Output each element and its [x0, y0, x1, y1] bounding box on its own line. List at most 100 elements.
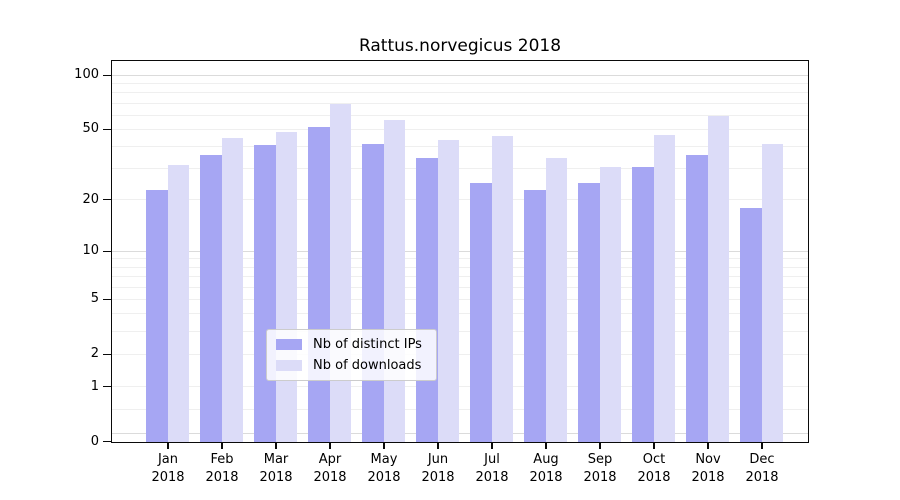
x-tick-mark-oct: [653, 443, 655, 449]
x-tick-year: 2018: [529, 470, 563, 485]
gridline-7: [112, 275, 808, 277]
y-tick-mark-1: [103, 385, 111, 388]
bar-nb-of-downloads-aug: [545, 157, 567, 442]
bar-nb-of-downloads-sep: [599, 166, 621, 442]
gridline-80: [112, 92, 808, 94]
legend-swatch-downloads: [276, 360, 302, 371]
x-tick-mark-sep: [599, 443, 601, 449]
x-tick-year: 2018: [745, 470, 779, 485]
gridline-1: [112, 386, 808, 387]
gridline-8: [112, 266, 808, 268]
x-tick-year: 2018: [259, 470, 293, 485]
x-tick-year: 2018: [367, 470, 401, 485]
x-tick-month: Dec: [749, 452, 775, 467]
x-tick-mark-apr: [329, 443, 331, 449]
y-tick-label-2: 2: [90, 346, 99, 362]
bar-nb-of-downloads-oct: [653, 134, 675, 442]
legend-label-distinct-ips: Nb of distinct IPs: [313, 337, 422, 352]
legend-item-downloads: Nb of downloads: [276, 358, 422, 373]
y-tick-mark-20: [103, 199, 111, 201]
x-tick-month: Apr: [318, 452, 342, 467]
y-tick-label-1: 1: [90, 378, 99, 394]
bar-nb-of-downloads-nov: [707, 115, 729, 442]
x-tick-label-sep: Sep 2018: [568, 451, 632, 487]
y-tick-label-0: 0: [90, 433, 99, 449]
gridline-6: [112, 286, 808, 288]
bar-nb-of-distinct-ips-nov: [686, 155, 708, 442]
x-tick-mark-may: [383, 443, 385, 449]
bar-nb-of-downloads-jun: [437, 139, 459, 442]
x-tick-month: Jul: [484, 452, 500, 467]
x-tick-year: 2018: [313, 470, 347, 485]
bar-nb-of-downloads-dec: [761, 143, 783, 442]
y-tick-label-5: 5: [90, 291, 99, 307]
x-tick-label-mar: Mar 2018: [244, 451, 308, 487]
bar-nb-of-downloads-mar: [275, 131, 297, 442]
gridline-70: [112, 102, 808, 104]
bar-nb-of-distinct-ips-jul: [470, 183, 492, 442]
x-tick-mark-jan: [167, 443, 169, 449]
bar-nb-of-distinct-ips-feb: [200, 155, 222, 442]
y-tick-label-50: 50: [82, 121, 99, 137]
y-tick-mark-0: [103, 440, 111, 443]
x-tick-year: 2018: [583, 470, 617, 485]
legend-swatch-distinct-ips: [276, 339, 302, 350]
y-tick-mark-2: [103, 353, 111, 355]
legend: Nb of distinct IPs Nb of downloads: [266, 329, 437, 381]
gridline-0-5: [112, 408, 808, 410]
gridline-2: [112, 353, 808, 355]
y-tick-label-100: 100: [74, 67, 99, 83]
gridline-10: [112, 250, 808, 252]
x-tick-year: 2018: [151, 470, 185, 485]
x-tick-month: Jan: [157, 452, 179, 467]
x-tick-mark-feb: [221, 443, 223, 449]
x-tick-mark-aug: [545, 443, 547, 449]
x-tick-label-oct: Oct 2018: [622, 451, 686, 487]
x-tick-label-jul: Jul 2018: [460, 451, 524, 487]
x-tick-month: Aug: [533, 452, 559, 467]
gridline-4: [112, 313, 808, 315]
gridlines-layer: [112, 61, 808, 442]
gridline-30: [112, 168, 808, 170]
bar-nb-of-distinct-ips-oct: [632, 166, 654, 442]
gridline-90: [112, 83, 808, 84]
bar-nb-of-downloads-jan: [167, 164, 189, 442]
x-tick-label-nov: Nov 2018: [676, 451, 740, 487]
y-tick-mark-100: [103, 74, 111, 76]
y-tick-mark-5: [103, 298, 111, 300]
bar-nb-of-distinct-ips-may: [362, 143, 384, 442]
x-tick-mark-dec: [761, 443, 763, 449]
x-tick-month: Feb: [210, 452, 234, 467]
x-tick-label-apr: Apr 2018: [298, 451, 362, 487]
x-tick-year: 2018: [475, 470, 509, 485]
bar-nb-of-distinct-ips-mar: [254, 145, 276, 442]
x-tick-month: Sep: [587, 452, 613, 467]
bar-nb-of-distinct-ips-aug: [524, 189, 546, 442]
gridline-100: [112, 74, 808, 76]
x-tick-label-may: May 2018: [352, 451, 416, 487]
x-tick-month: Jun: [427, 452, 449, 467]
x-tick-label-aug: Aug 2018: [514, 451, 578, 487]
bar-nb-of-downloads-feb: [221, 138, 243, 442]
bar-nb-of-downloads-apr: [329, 103, 351, 442]
gridline-5: [112, 298, 808, 300]
x-tick-month: Mar: [263, 452, 289, 467]
gridline-20: [112, 199, 808, 201]
y-tick-mark-50: [103, 128, 111, 131]
x-tick-mark-jun: [437, 443, 439, 449]
x-tick-month: Oct: [642, 452, 666, 467]
x-tick-label-jan: Jan 2018: [136, 451, 200, 487]
bar-nb-of-distinct-ips-apr: [308, 126, 330, 442]
gridline-3: [112, 331, 808, 332]
y-tick-mark-10: [103, 250, 111, 252]
x-tick-year: 2018: [637, 470, 671, 485]
gridline-40: [112, 146, 808, 148]
x-tick-label-jun: Jun 2018: [406, 451, 470, 487]
chart-title: Rattus.norvegicus 2018: [358, 36, 562, 56]
gridline-60: [112, 114, 808, 116]
legend-label-downloads: Nb of downloads: [313, 358, 422, 373]
gridline-9: [112, 258, 808, 260]
x-tick-mark-jul: [491, 443, 493, 449]
x-tick-mark-nov: [707, 443, 709, 449]
